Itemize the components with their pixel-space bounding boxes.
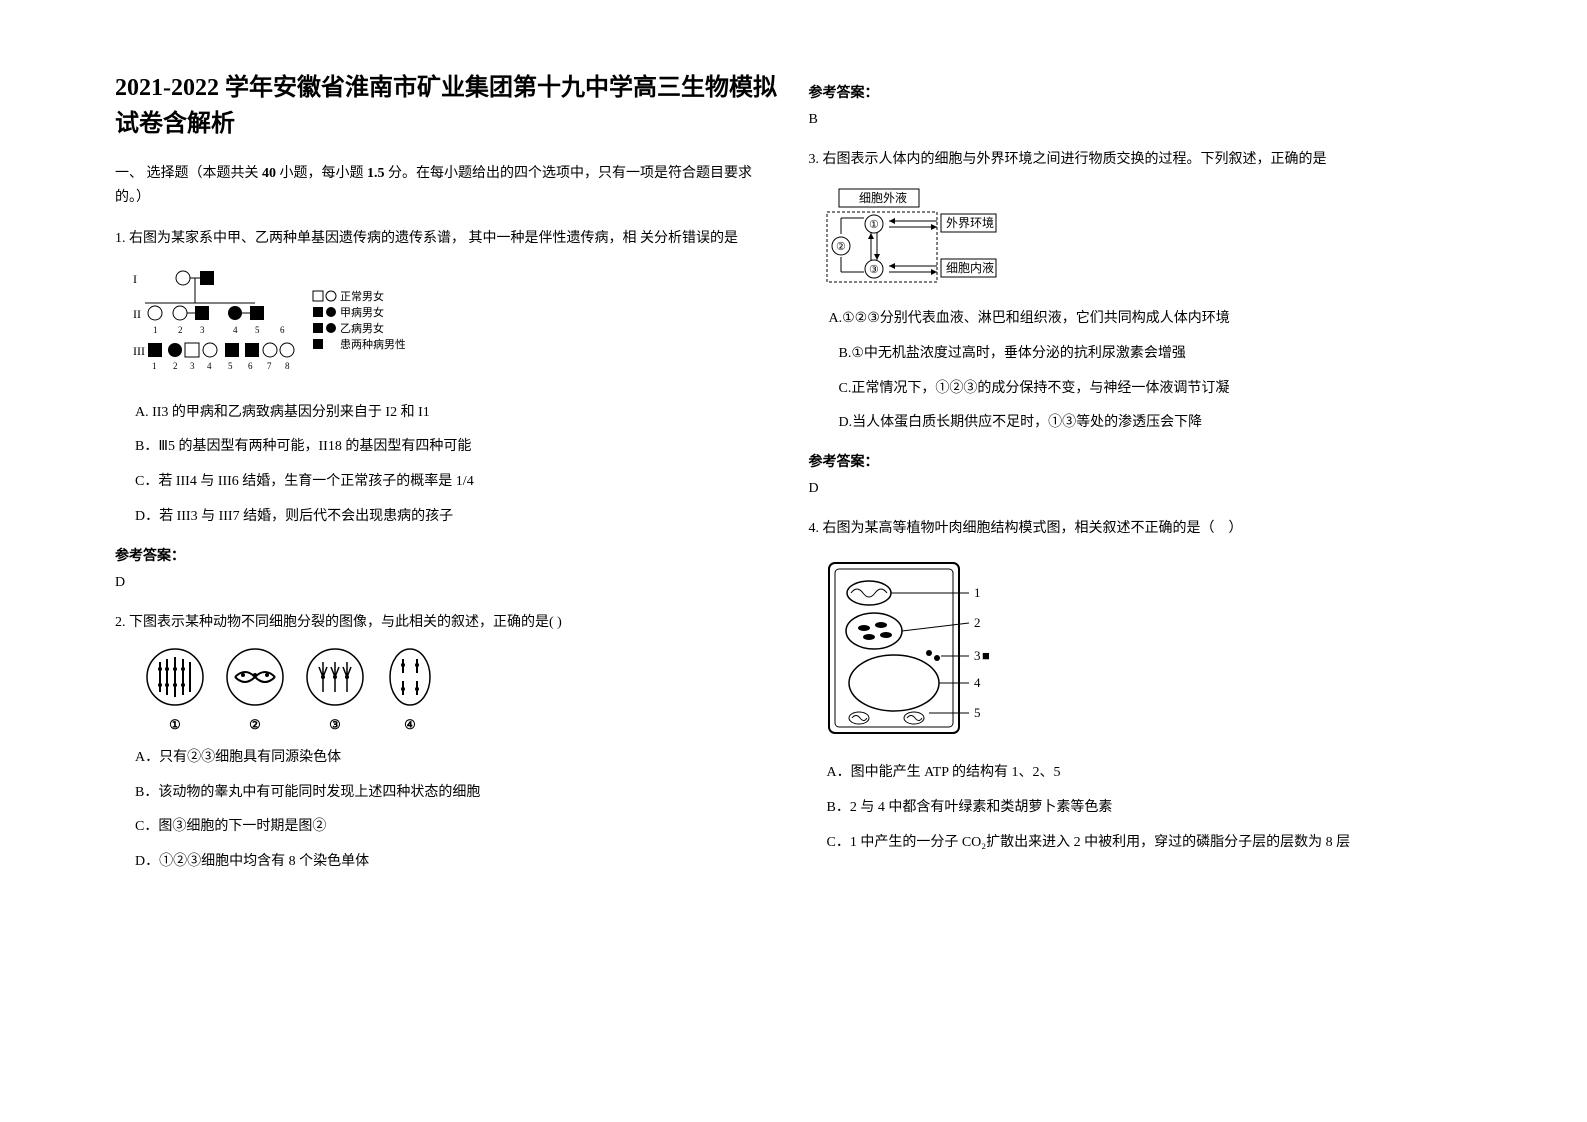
diagram-circle-3: ③ <box>869 264 879 276</box>
svg-text:4: 4 <box>233 325 238 335</box>
cell-label-5: 5 <box>974 705 981 720</box>
q1-option-b: B．Ⅲ5 的基因型有两种可能，II18 的基因型有四种可能 <box>115 432 779 463</box>
section-1-header: 一、 选择题（本题共关 40 小题，每小题 1.5 分。在每小题给出的四个选项中… <box>115 162 779 210</box>
diagram-right-bottom: 细胞内液 <box>946 260 994 275</box>
q1-option-a: A. II3 的甲病和乙病致病基因分别来自于 I2 和 I1 <box>115 398 779 429</box>
question-count: 40 <box>262 166 276 181</box>
svg-text:6: 6 <box>280 325 285 335</box>
q2-cell-3: ③ <box>305 647 365 733</box>
q1-answer-label: 参考答案： <box>115 545 779 565</box>
q4-option-a: A．图中能产生 ATP 的结构有 1、2、5 <box>809 758 1473 789</box>
svg-text:■: ■ <box>982 648 990 663</box>
q2-number: 2. <box>115 615 126 630</box>
legend-normal: 正常男女 <box>340 289 384 303</box>
cell-division-2-icon <box>225 647 285 707</box>
q2-label-2: ② <box>225 717 285 733</box>
q2-figures: ① ② ③ ④ <box>145 647 779 733</box>
q2-cell-1: ① <box>145 647 205 733</box>
q4-text: 右图为某高等植物叶肉细胞结构模式图，相关叙述不正确的是（ ） <box>823 521 1243 536</box>
gen3-label: III <box>133 344 145 358</box>
q4-option-b: B．2 与 4 中都含有叶绿素和类胡萝卜素等色素 <box>809 793 1473 824</box>
gen1-label: I <box>133 272 137 286</box>
cell-label-2: 2 <box>974 615 981 630</box>
right-column: 参考答案： B 3. 右图表示人体内的细胞与外界环境之间进行物质交换的过程。下列… <box>794 70 1488 1082</box>
q3-text: 右图表示人体内的细胞与外界环境之间进行物质交换的过程。下列叙述，正确的是 <box>823 152 1327 167</box>
diagram-circle-1: ① <box>869 219 879 231</box>
q2-text: 下图表示某种动物不同细胞分裂的图像，与此相关的叙述，正确的是( ) <box>129 615 562 630</box>
q4-cell-figure: 1 2 3 ■ 4 5 <box>819 553 1473 743</box>
svg-text:3: 3 <box>200 325 205 335</box>
q4-number: 4. <box>809 521 820 536</box>
q3-answer-label: 参考答案： <box>809 451 1473 471</box>
q3-diagram: 细胞外液 ① 外界环境 ② ③ 细胞内液 <box>819 184 1473 289</box>
q1-answer: D <box>115 575 779 591</box>
cell-division-1-icon <box>145 647 205 707</box>
q1-option-d: D．若 III3 与 III7 结婚，则后代不会出现患病的孩子 <box>115 502 779 533</box>
q3-option-a: A.①②③分别代表血液、淋巴和组织液，它们共同构成人体内环境 <box>809 304 1473 335</box>
q1-option-c: C．若 III4 与 III6 结婚，生育一个正常孩子的概率是 1/4 <box>115 467 779 498</box>
gen2-label: II <box>133 307 141 321</box>
svg-text:3: 3 <box>190 361 195 371</box>
svg-text:5: 5 <box>228 361 233 371</box>
q2-option-b: B．该动物的睾丸中有可能同时发现上述四种状态的细胞 <box>115 778 779 809</box>
q3-number: 3. <box>809 152 820 167</box>
q4-stem: 4. 右图为某高等植物叶肉细胞结构模式图，相关叙述不正确的是（ ） <box>809 515 1473 543</box>
svg-text:8: 8 <box>285 361 290 371</box>
q1-pedigree-figure: I II 1 2 3 4 5 6 III <box>125 263 779 383</box>
cell-label-1: 1 <box>974 585 981 600</box>
svg-text:6: 6 <box>248 361 253 371</box>
section-mid: 小题，每小题 <box>276 166 367 181</box>
legend-disease-a: 甲病男女 <box>340 305 384 319</box>
q2-option-a: A．只有②③细胞具有同源染色体 <box>115 743 779 774</box>
legend-disease-b: 乙病男女 <box>340 321 384 335</box>
q1-stem: 1. 右图为某家系中甲、乙两种单基因遗传病的遗传系谱， 其中一种是伴性遗传病，相… <box>115 225 779 253</box>
q1-number: 1. <box>115 231 126 246</box>
svg-text:4: 4 <box>207 361 212 371</box>
exam-title: 2021-2022 学年安徽省淮南市矿业集团第十九中学高三生物模拟试卷含解析 <box>115 70 779 142</box>
question-score: 1.5 <box>367 166 385 181</box>
q4-option-c: C．1 中产生的一分子 CO₂扩散出来进入 2 中被利用，穿过的磷脂分子层的层数… <box>809 828 1473 859</box>
q2-option-c: C．图③细胞的下一时期是图② <box>115 812 779 843</box>
q2-label-4: ④ <box>385 717 435 733</box>
q3-option-c: C.正常情况下，①②③的成分保持不变，与神经一体液调节订凝 <box>809 374 1473 405</box>
svg-text:1: 1 <box>152 361 157 371</box>
cell-label-3: 3 <box>974 648 981 663</box>
q2-stem: 2. 下图表示某种动物不同细胞分裂的图像，与此相关的叙述，正确的是( ) <box>115 609 779 637</box>
q2-cell-2: ② <box>225 647 285 733</box>
svg-text:2: 2 <box>178 325 183 335</box>
svg-text:5: 5 <box>255 325 260 335</box>
legend-both: 患两种病男性 <box>340 337 405 351</box>
q3-option-d: D.当人体蛋白质长期供应不足时，①③等处的渗透压会下降 <box>809 408 1473 439</box>
q2-cell-4: ④ <box>385 647 435 733</box>
svg-text:7: 7 <box>267 361 272 371</box>
exchange-diagram-svg: 细胞外液 ① 外界环境 ② ③ 细胞内液 <box>819 184 1019 289</box>
diagram-top-label: 细胞外液 <box>859 190 907 205</box>
plant-cell-svg: 1 2 3 ■ 4 5 <box>819 553 1009 743</box>
q2-label-3: ③ <box>305 717 365 733</box>
pedigree-svg: I II 1 2 3 4 5 6 III <box>125 263 405 383</box>
section-prefix: 一、 选择题（本题共关 <box>115 166 262 181</box>
q2-label-1: ① <box>145 717 205 733</box>
q2-option-d: D．①②③细胞中均含有 8 个染色单体 <box>115 847 779 878</box>
q2-answer: B <box>809 112 1473 128</box>
cell-label-4: 4 <box>974 675 981 690</box>
cell-division-3-icon <box>305 647 365 707</box>
q3-stem: 3. 右图表示人体内的细胞与外界环境之间进行物质交换的过程。下列叙述，正确的是 <box>809 146 1473 174</box>
q1-text: 右图为某家系中甲、乙两种单基因遗传病的遗传系谱， 其中一种是伴性遗传病，相 关分… <box>129 231 738 246</box>
svg-text:1: 1 <box>153 325 158 335</box>
q3-option-b: B.①中无机盐浓度过高时，垂体分泌的抗利尿激素会增强 <box>809 339 1473 370</box>
left-column: 2021-2022 学年安徽省淮南市矿业集团第十九中学高三生物模拟试卷含解析 一… <box>100 70 794 1082</box>
q3-answer: D <box>809 481 1473 497</box>
diagram-right-top: 外界环境 <box>946 215 994 230</box>
q2-answer-label: 参考答案： <box>809 82 1473 102</box>
svg-text:2: 2 <box>173 361 178 371</box>
diagram-circle-2: ② <box>836 241 846 253</box>
cell-division-4-icon <box>385 647 435 707</box>
